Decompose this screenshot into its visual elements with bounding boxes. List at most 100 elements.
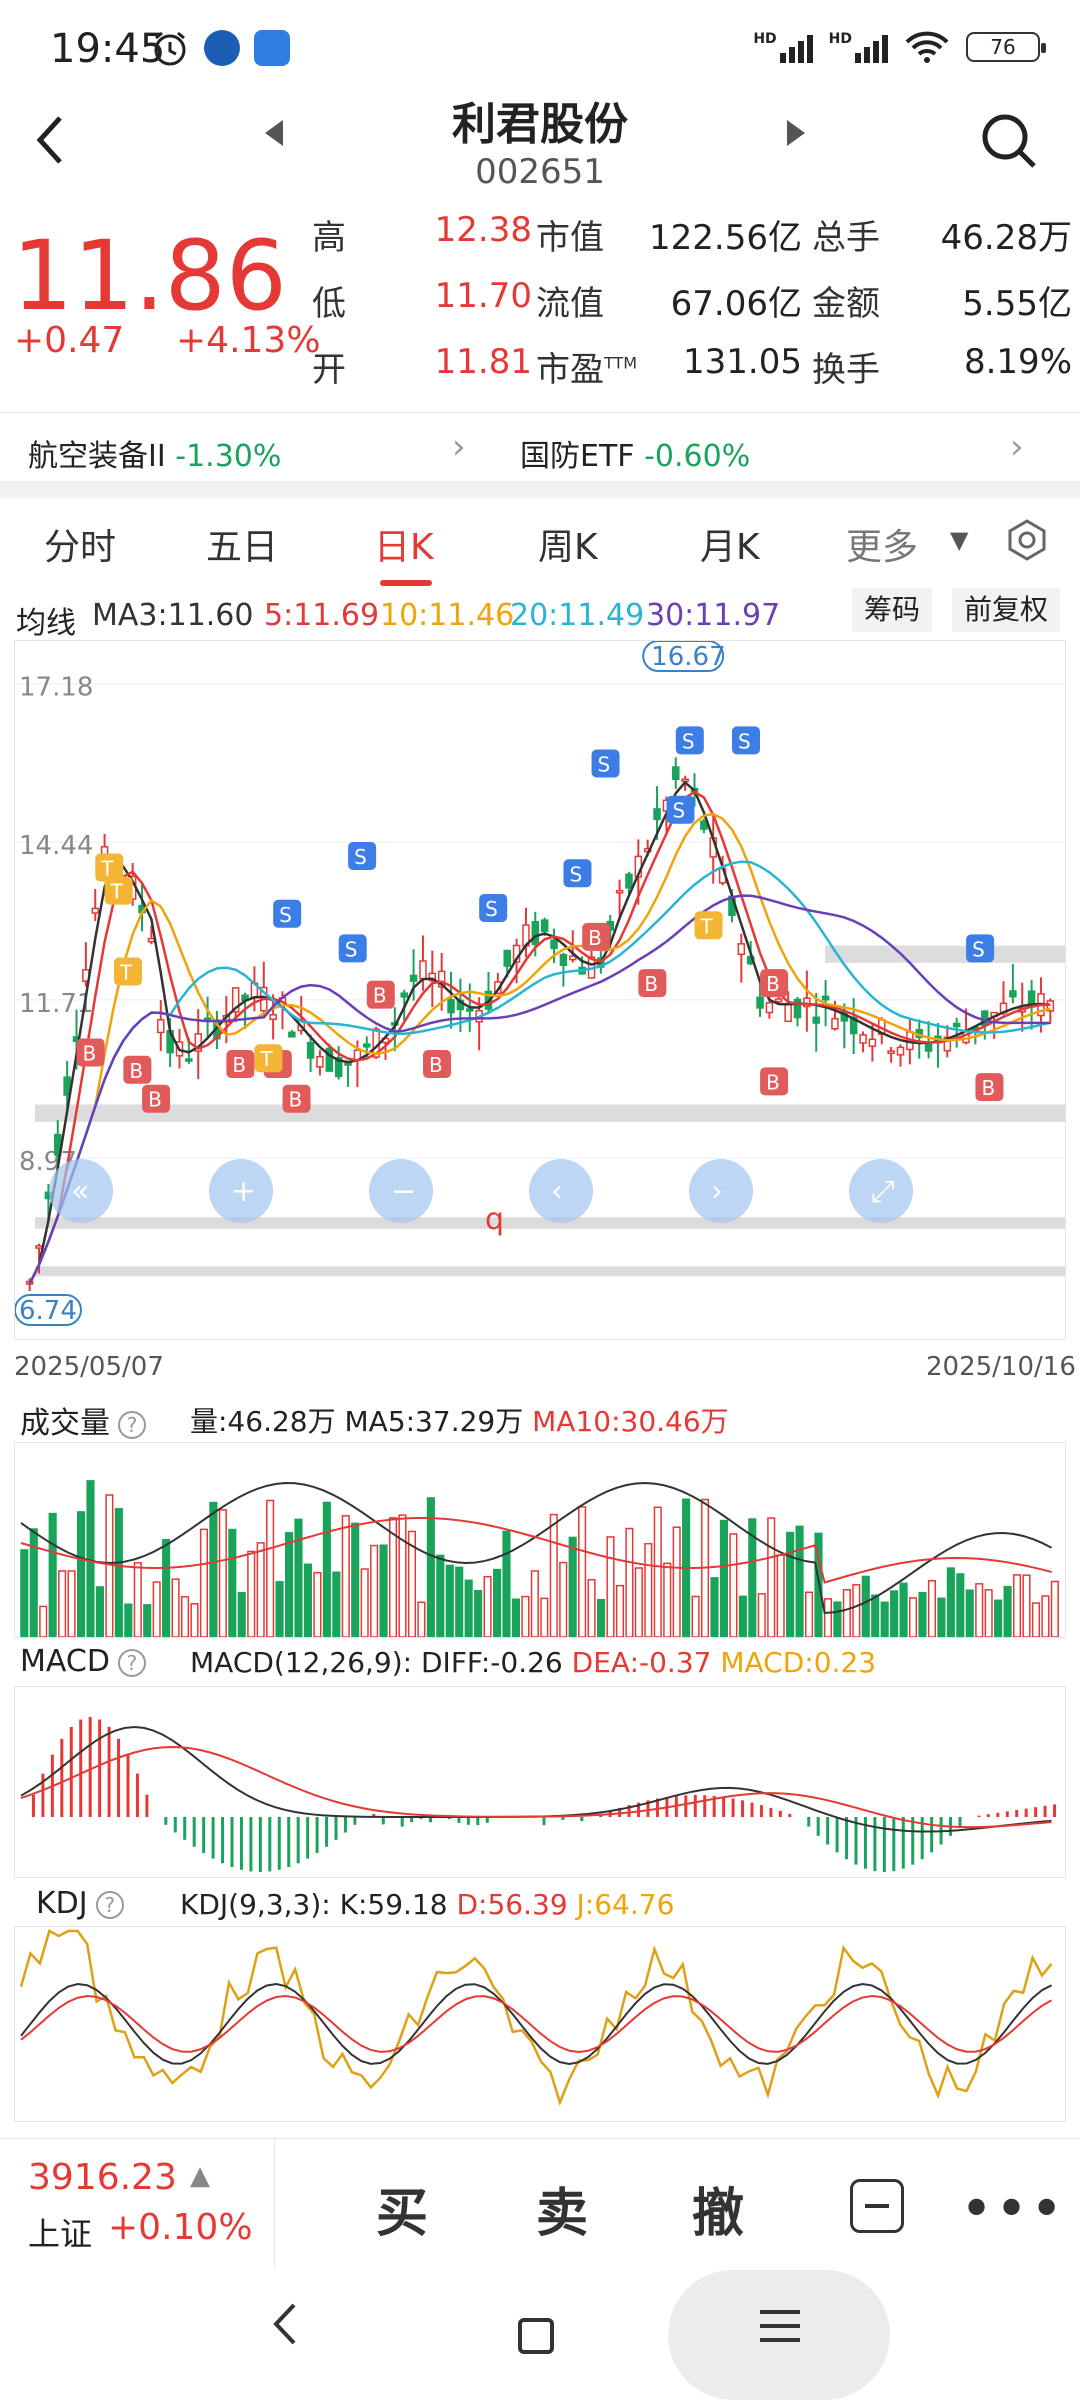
volume-bar bbox=[672, 1526, 681, 1638]
signal-marker-label: B bbox=[289, 1088, 303, 1112]
candle-body bbox=[868, 1038, 877, 1047]
volume-bar bbox=[95, 1586, 105, 1638]
chevron-right-icon[interactable]: › bbox=[1010, 427, 1024, 467]
volume-bar bbox=[634, 1567, 643, 1638]
volume-bar bbox=[956, 1573, 965, 1638]
sector-item-1[interactable]: 航空装备II -1.30% bbox=[28, 431, 281, 475]
volume-bar bbox=[483, 1575, 492, 1638]
chart-settings-button[interactable] bbox=[1005, 518, 1055, 568]
help-icon[interactable]: ? bbox=[117, 1648, 146, 1677]
chevron-left-icon bbox=[273, 2303, 296, 2345]
tab-five-day[interactable]: 五日 bbox=[206, 527, 279, 568]
zoom-control-glyph: ‹ bbox=[551, 1174, 563, 1209]
signal-marker-label: T bbox=[100, 857, 114, 881]
ma30-value: 30:11.97 bbox=[646, 598, 781, 633]
sell-button[interactable]: 卖 bbox=[536, 2184, 589, 2244]
quote-value: 46.28万 bbox=[940, 218, 1072, 258]
tab-daily-k[interactable]: 日K bbox=[374, 527, 434, 568]
zoom-control-0 bbox=[49, 1159, 113, 1223]
volume-bar bbox=[606, 1536, 615, 1638]
volume-bar bbox=[842, 1589, 851, 1638]
quote-value: 5.55亿 bbox=[962, 284, 1072, 324]
volume-bar bbox=[445, 1564, 454, 1638]
tab-weekly-k[interactable]: 周K bbox=[538, 527, 598, 568]
nav-home-button[interactable] bbox=[518, 2318, 554, 2354]
sector-item-2[interactable]: 国防ETF -0.60% bbox=[520, 431, 750, 475]
signal-marker bbox=[760, 969, 789, 998]
price-band bbox=[825, 945, 1065, 963]
quote-label: 开 bbox=[312, 350, 346, 390]
overlay-char: q bbox=[485, 1202, 504, 1237]
prev-stock-button[interactable] bbox=[265, 120, 285, 153]
tab-monthly-k[interactable]: 月K bbox=[700, 527, 760, 568]
candle-body bbox=[653, 808, 661, 821]
dea-line bbox=[20, 1745, 1052, 1829]
nav-menu-button[interactable] bbox=[760, 2310, 800, 2350]
volume-bar bbox=[152, 1581, 161, 1638]
volume-bar bbox=[370, 1544, 379, 1638]
signal-marker bbox=[479, 893, 508, 922]
signal-marker bbox=[638, 969, 667, 998]
volume-ma10-line bbox=[20, 1517, 1052, 1584]
volume-bar bbox=[653, 1506, 662, 1638]
tab-more[interactable]: 更多 bbox=[846, 527, 919, 568]
price-change-pct: +4.13% bbox=[176, 320, 321, 361]
signal-marker-label: T bbox=[700, 914, 714, 938]
candle-body bbox=[531, 921, 540, 946]
triangle-up-icon: ▲ bbox=[190, 2161, 210, 2191]
kline-chart[interactable]: 17.18 14.44 11.71 8.97 16.67 6.74 B B B B B B B B B B B B… bbox=[14, 640, 1066, 1340]
volume-bar bbox=[767, 1517, 776, 1638]
volume-bar bbox=[398, 1514, 407, 1638]
tab-intraday[interactable]: 分时 bbox=[44, 527, 117, 568]
signal-marker bbox=[582, 922, 611, 951]
caret-down-icon[interactable]: ▼ bbox=[950, 526, 969, 554]
volume-value: 量:46.28万 bbox=[190, 1405, 336, 1438]
back-button[interactable] bbox=[30, 110, 80, 170]
nav-back-button[interactable] bbox=[270, 2298, 300, 2363]
help-icon[interactable]: ? bbox=[95, 1890, 124, 1919]
signal-marker-label: S bbox=[598, 752, 611, 776]
ma-legend: 均线 MA3:11.60 5:11.69 10:11.46 20:11.49 3… bbox=[0, 590, 1080, 641]
zoom-control-2 bbox=[369, 1159, 433, 1223]
help-icon[interactable]: ? bbox=[118, 1410, 146, 1439]
volume-bar bbox=[615, 1584, 625, 1638]
next-stock-button[interactable] bbox=[785, 120, 805, 153]
signal-marker bbox=[76, 1038, 105, 1067]
quote-label: 总手 bbox=[812, 218, 880, 258]
sector-name: 航空装备II bbox=[28, 439, 166, 474]
volume-bar bbox=[663, 1562, 672, 1638]
search-button[interactable] bbox=[978, 110, 1040, 172]
signal-marker bbox=[254, 1044, 283, 1073]
chips-button[interactable]: 筹码 bbox=[852, 588, 933, 632]
quote-value: 12.38 bbox=[434, 210, 532, 250]
ma-line bbox=[28, 790, 1051, 1285]
quote-row: 低 11.70 流值 67.06亿 金额 5.55亿 bbox=[312, 276, 1072, 336]
chevron-right-icon[interactable]: › bbox=[452, 427, 466, 467]
quote-label: 市值 bbox=[536, 218, 604, 258]
signal-icon-2: HD bbox=[829, 31, 888, 63]
quote-value: 11.81 bbox=[434, 342, 532, 382]
volume-bar bbox=[105, 1494, 114, 1638]
more-dots-button[interactable]: ••• bbox=[960, 2177, 1066, 2242]
signal-marker-label: B bbox=[766, 972, 780, 996]
minus-square-button[interactable] bbox=[850, 2179, 904, 2233]
signal-marker-label: B bbox=[83, 1041, 97, 1065]
cancel-order-button[interactable]: 撤 bbox=[692, 2184, 745, 2244]
volume-bar bbox=[729, 1533, 738, 1638]
y-tick-label: 17.18 bbox=[19, 673, 93, 703]
candle-body bbox=[428, 972, 437, 982]
signal-icon-1: HD bbox=[753, 31, 813, 63]
zoom-control-4 bbox=[689, 1159, 753, 1223]
candle-body bbox=[775, 998, 783, 1003]
candle-body bbox=[91, 907, 99, 914]
volume-bar bbox=[833, 1601, 842, 1638]
candle-body bbox=[147, 937, 156, 943]
volume-ma5: MA5:37.29万 bbox=[344, 1405, 524, 1438]
volume-bar bbox=[464, 1579, 473, 1638]
volume-bar bbox=[691, 1595, 700, 1638]
candle-body bbox=[503, 949, 511, 967]
volume-bar bbox=[596, 1598, 606, 1638]
quote-value: 67.06亿 bbox=[670, 284, 802, 324]
adjust-button[interactable]: 前复权 bbox=[952, 588, 1061, 632]
buy-button[interactable]: 买 bbox=[376, 2184, 429, 2244]
